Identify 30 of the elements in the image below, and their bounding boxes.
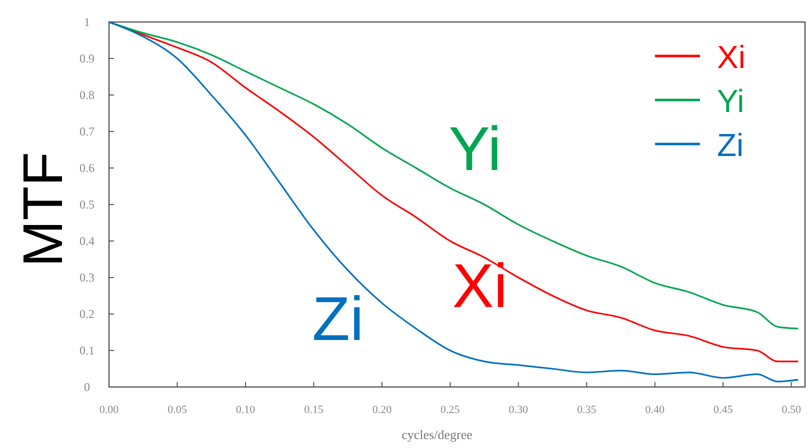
y-tick-label: 1 (84, 15, 90, 29)
x-axis-title: cycles/degree (402, 427, 473, 442)
y-tick-label: 0.2 (80, 307, 94, 321)
y-tick-label: 0 (84, 380, 90, 394)
x-tick-label: 0.05 (168, 404, 188, 416)
y-tick-label: 0.1 (80, 344, 94, 358)
legend-label: Zi (717, 127, 744, 163)
y-tick-label: 0.4 (80, 234, 94, 248)
annotation: Yi (448, 115, 502, 184)
x-tick-label: 0.25 (440, 404, 460, 416)
x-tick-label: 0.45 (713, 404, 734, 416)
y-tick-label: 0.6 (80, 161, 94, 175)
legend-label: Xi (717, 39, 746, 75)
annotation: Zi (312, 285, 364, 354)
legend-label: Yi (717, 83, 744, 119)
y-tick-label: 0.9 (80, 52, 94, 66)
x-tick-label: 0.00 (99, 404, 120, 416)
x-tick-label: 0.50 (782, 404, 802, 416)
y-tick-label: 0.8 (80, 88, 94, 102)
x-tick-label: 0.30 (508, 404, 529, 416)
x-tick-label: 0.20 (372, 404, 392, 416)
y-tick-label: 0.5 (80, 198, 94, 212)
x-tick-label: 0.10 (236, 404, 256, 416)
y-tick-label: 0.3 (80, 270, 94, 284)
y-tick-label: 0.7 (80, 124, 94, 138)
x-tick-label: 0.35 (577, 404, 597, 416)
annotation: Xi (452, 252, 508, 321)
x-tick-label: 0.15 (304, 404, 324, 416)
x-tick-label: 0.40 (645, 404, 666, 416)
y-axis-title: MTF (11, 152, 74, 268)
